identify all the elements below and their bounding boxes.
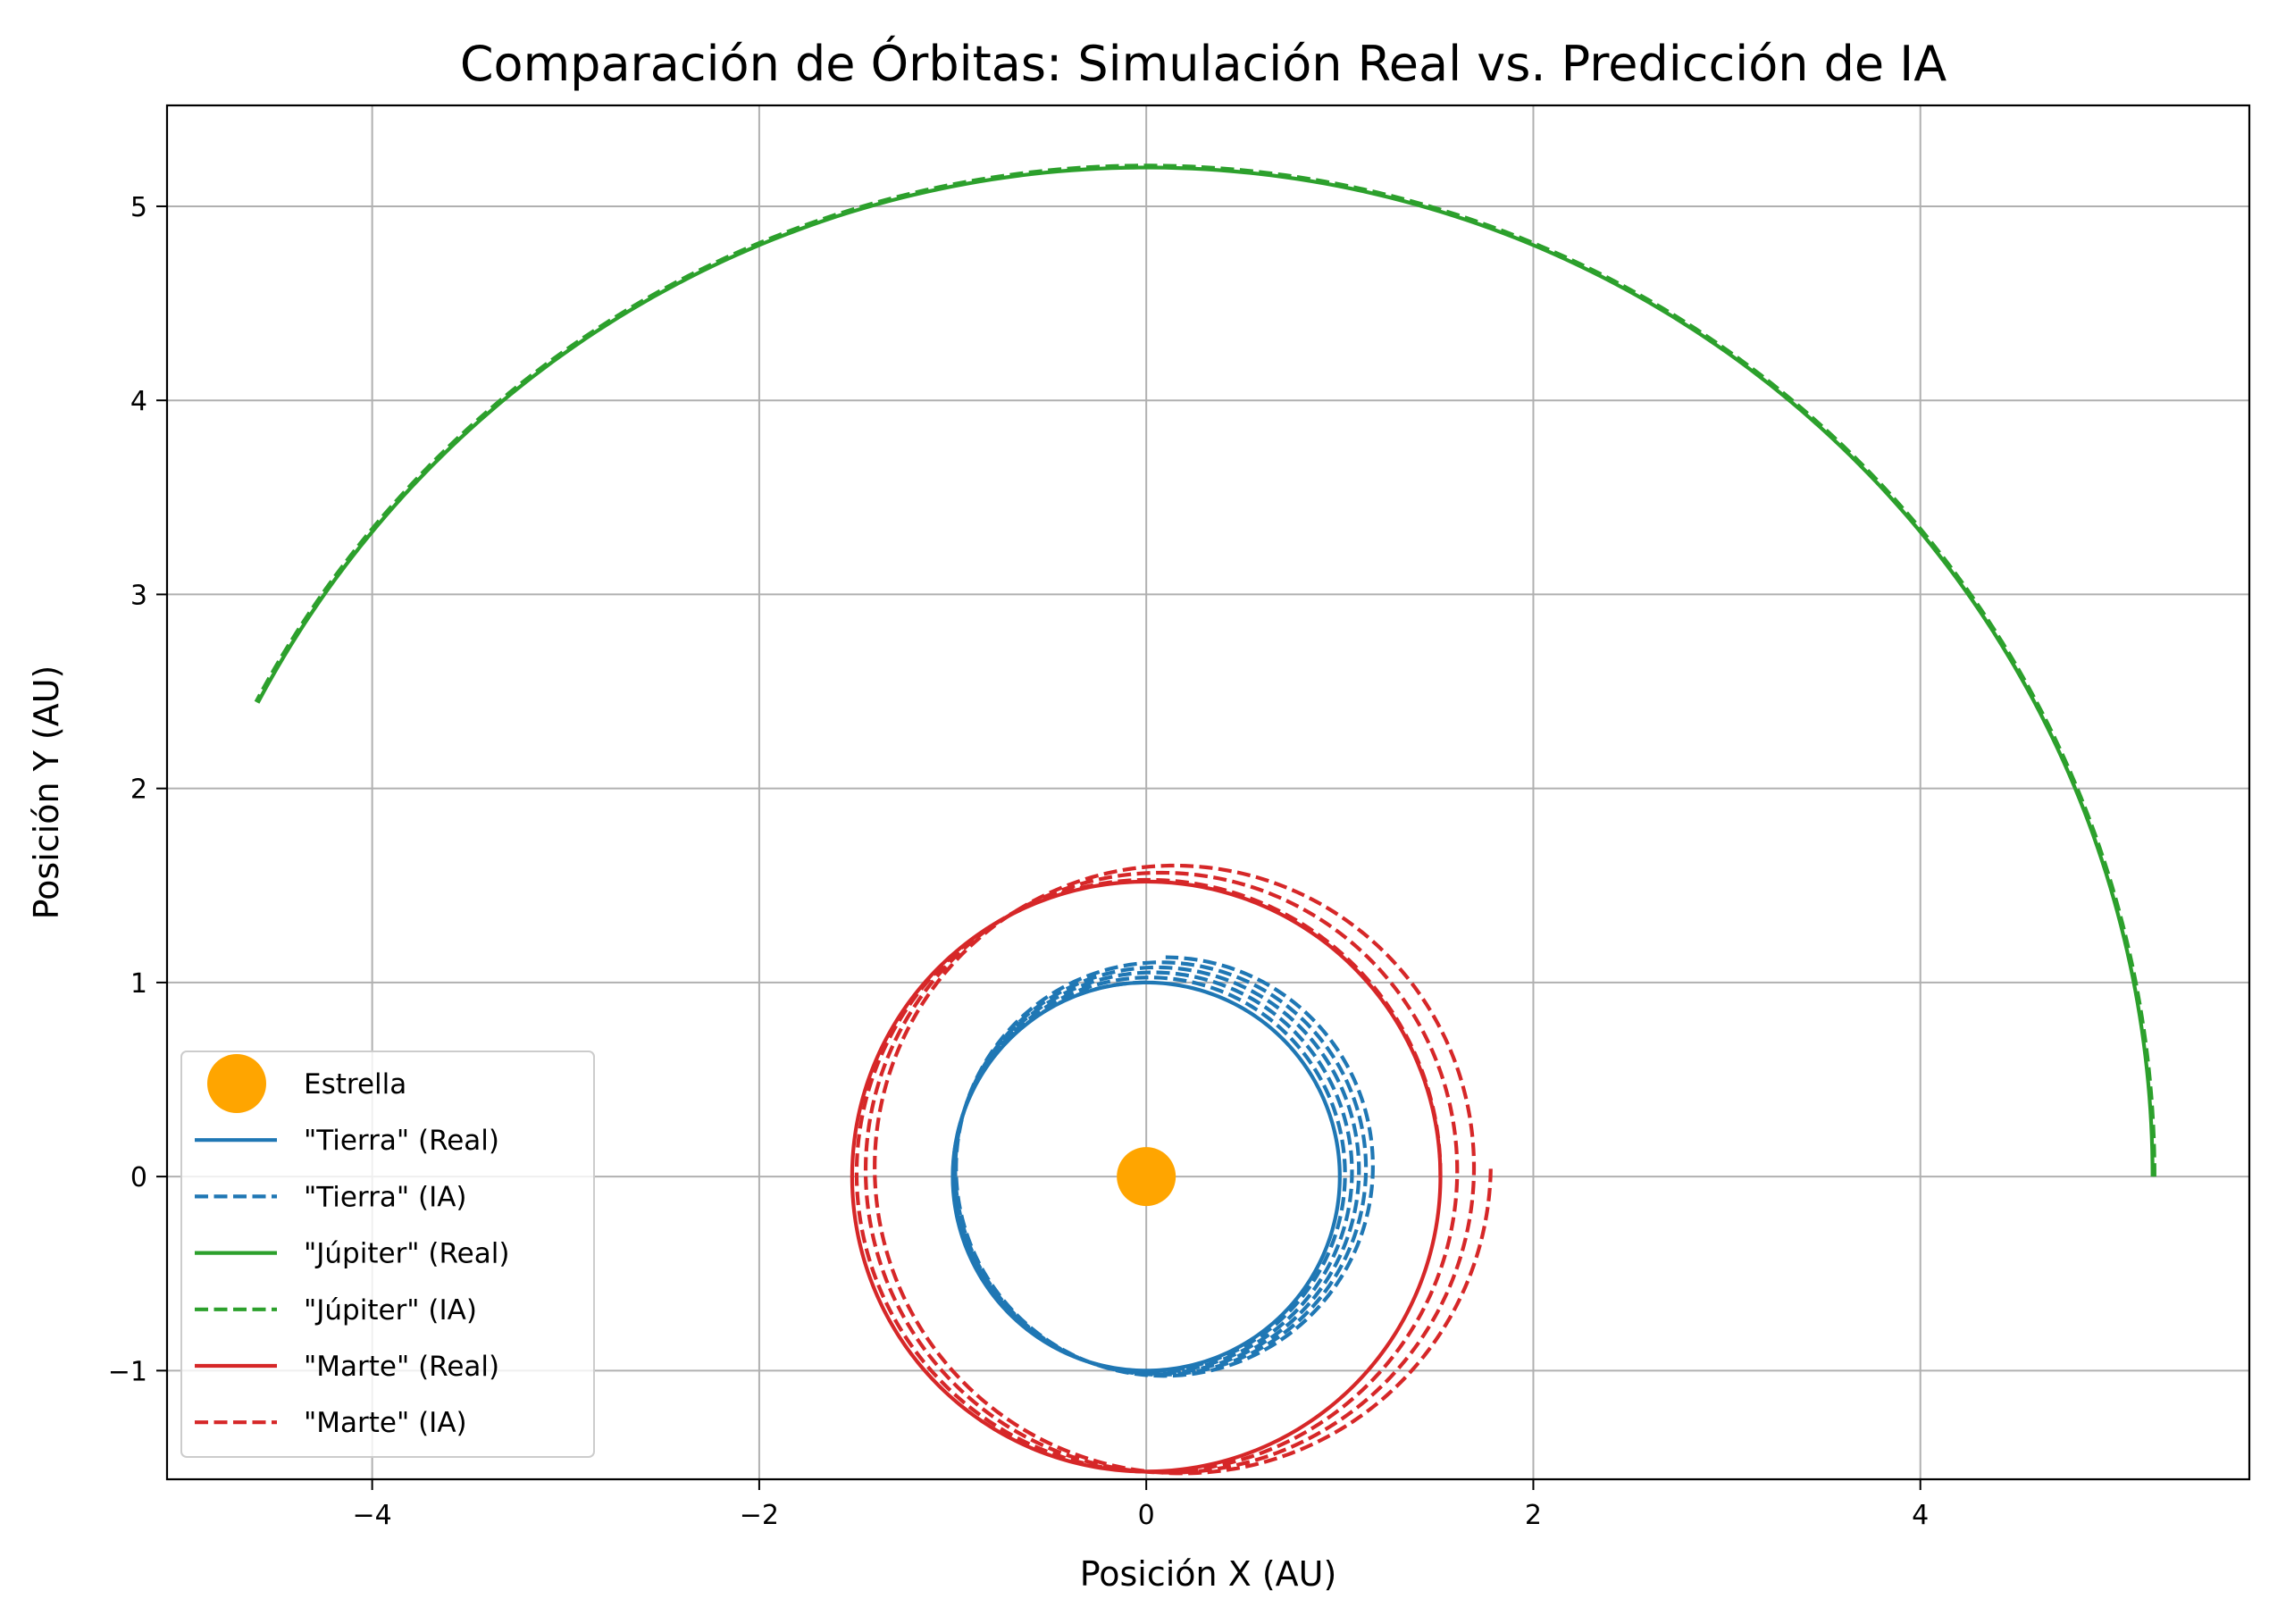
- x-tick-label: −2: [740, 1500, 779, 1531]
- legend-label: Estrella: [304, 1068, 406, 1101]
- y-tick-label: 2: [130, 774, 147, 806]
- grid-lines: [167, 105, 2249, 1479]
- legend-label: "Júpiter" (Real): [304, 1238, 509, 1270]
- chart-title: Comparación de Órbitas: Simulación Real …: [460, 36, 1947, 92]
- y-tick-label: 3: [130, 580, 147, 611]
- legend-label: "Marte" (IA): [304, 1407, 467, 1439]
- x-axis-label: Posición X (AU): [1080, 1554, 1337, 1594]
- y-tick-label: 4: [130, 386, 147, 417]
- legend-label: "Tierra" (Real): [304, 1125, 499, 1157]
- legend-marker-star: [207, 1054, 266, 1113]
- legend: Estrella "Tierra" (Real) "Tierra" (IA) "Júp…: [180, 1051, 595, 1458]
- x-tick-label: 2: [1525, 1500, 1542, 1531]
- series-line-3: [254, 163, 2156, 1177]
- plot-area: [254, 163, 2156, 1476]
- y-axis: −1 0 1 2 3 4 5: [108, 192, 167, 1387]
- series-layer: [254, 163, 2156, 1476]
- series-line-1: [950, 955, 1375, 1378]
- x-axis: −4 −2 0 2 4: [353, 1479, 1929, 1531]
- plot-frame: [165, 104, 2251, 1481]
- series-line-5: [854, 863, 1493, 1476]
- legend-box: [180, 1051, 595, 1458]
- series-line-2: [255, 165, 2155, 1177]
- y-tick-label: 1: [130, 968, 147, 1000]
- legend-label: "Marte" (Real): [304, 1351, 499, 1383]
- star-marker: [1117, 1147, 1176, 1207]
- x-tick-label: 4: [1912, 1500, 1929, 1531]
- y-tick-label: 5: [130, 192, 147, 223]
- x-tick-label: −4: [353, 1500, 392, 1531]
- y-tick-label: 0: [130, 1162, 147, 1193]
- y-axis-label: Posición Y (AU): [27, 666, 66, 920]
- legend-label: "Júpiter" (IA): [304, 1294, 477, 1327]
- series-line-4: [850, 879, 1443, 1474]
- y-tick-label: −1: [108, 1356, 147, 1387]
- legend-label: "Tierra" (IA): [304, 1181, 467, 1213]
- x-tick-label: 0: [1138, 1500, 1155, 1531]
